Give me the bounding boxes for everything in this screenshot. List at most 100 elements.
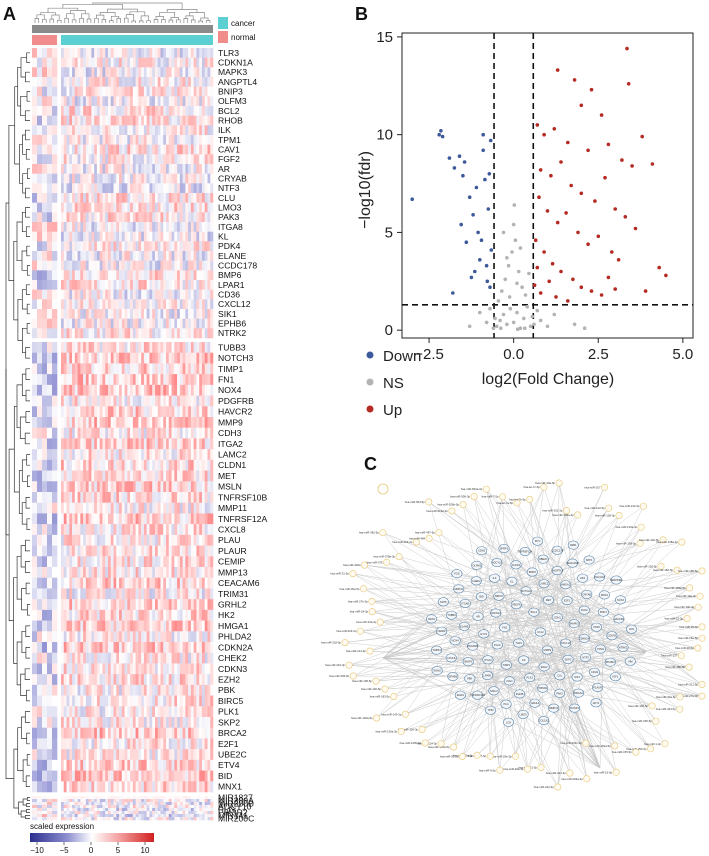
heatmap-cell xyxy=(74,115,78,126)
heatmap-cell xyxy=(88,395,92,407)
heatmap-cell xyxy=(138,663,142,675)
heatmap-cell xyxy=(77,808,81,812)
heatmap-cell xyxy=(63,727,67,739)
heatmap-cell xyxy=(66,808,70,812)
heatmap-cell xyxy=(179,545,183,557)
heatmap-cell xyxy=(166,222,170,232)
heatmap-cell xyxy=(85,524,89,536)
heatmap-cell xyxy=(146,706,150,718)
heatmap-cell xyxy=(77,299,81,310)
heatmap-cell xyxy=(102,502,106,514)
heatmap-cell xyxy=(132,154,136,165)
heatmap-cell xyxy=(152,588,156,600)
heatmap-cell xyxy=(37,738,43,750)
heatmap-cell xyxy=(168,241,172,252)
heatmap-cell xyxy=(154,406,159,418)
heatmap-cell xyxy=(91,599,95,611)
heatmap-cell xyxy=(149,805,153,809)
heatmap-cell xyxy=(201,524,206,536)
heatmap-cell xyxy=(88,222,92,232)
heatmap-cell xyxy=(66,374,70,386)
heatmap-cell xyxy=(188,502,192,514)
heatmap-cell xyxy=(135,342,139,354)
heatmap-cell xyxy=(37,260,43,271)
heatmap-cell xyxy=(141,438,145,450)
heatmap-cell xyxy=(107,251,112,261)
heatmap-cell xyxy=(149,808,153,812)
heatmap-cell xyxy=(80,684,84,696)
heatmap-cell xyxy=(141,817,145,821)
heatmap-cell xyxy=(63,652,67,664)
heatmap-cell xyxy=(177,534,181,546)
heatmap-cell xyxy=(107,727,112,739)
heatmap-cell xyxy=(185,144,189,155)
heatmap-cell xyxy=(83,352,87,364)
heatmap-cell xyxy=(146,620,150,632)
heatmap-cell xyxy=(171,770,175,782)
heatmap-cell xyxy=(69,57,73,68)
heatmap-cell xyxy=(116,328,120,339)
heatmap-cell xyxy=(61,524,65,536)
heatmap-cell xyxy=(47,631,53,643)
heatmap-cell xyxy=(204,183,208,194)
heatmap-cell xyxy=(168,48,172,58)
heatmap-cell xyxy=(61,599,65,611)
heatmap-cell xyxy=(168,599,172,611)
heatmap-cell xyxy=(85,492,89,504)
heatmap-cell xyxy=(182,449,186,461)
heatmap-cell xyxy=(83,513,87,525)
heatmap-cell xyxy=(119,77,123,87)
heatmap-cell xyxy=(105,642,109,654)
heatmap-cell xyxy=(113,749,117,761)
heatmap-cell xyxy=(52,805,58,809)
heatmap-cell xyxy=(105,231,109,242)
heatmap-cell xyxy=(146,96,150,107)
heatmap-cell xyxy=(124,556,128,568)
heatmap-cell xyxy=(63,470,67,482)
heatmap-cell xyxy=(201,759,206,771)
heatmap-cell xyxy=(61,144,65,155)
heatmap-cell xyxy=(157,289,161,300)
heatmap-cell xyxy=(72,438,76,450)
heatmap-cell xyxy=(113,173,117,184)
heatmap-cell xyxy=(99,524,103,536)
heatmap-cell xyxy=(141,727,145,739)
heatmap-cells xyxy=(32,48,214,821)
heatmap-cell xyxy=(152,164,156,174)
heatmap-cell xyxy=(196,251,200,261)
heatmap-cell xyxy=(61,328,65,339)
heatmap-cell xyxy=(130,154,134,165)
heatmap-cell xyxy=(157,492,161,504)
heatmap-cell xyxy=(199,749,203,761)
heatmap-cell xyxy=(210,193,214,203)
heatmap-cell xyxy=(154,652,159,664)
heatmap-cell xyxy=(47,212,53,223)
heatmap-cell xyxy=(119,260,123,271)
heatmap-cell xyxy=(146,154,150,165)
heatmap-cell xyxy=(113,342,117,354)
heatmap-cell xyxy=(61,289,65,300)
heatmap-cell xyxy=(77,652,81,664)
heatmap-cell xyxy=(94,318,98,329)
heatmap-cell xyxy=(188,811,192,815)
heatmap-cell xyxy=(177,231,181,242)
heatmap-cell xyxy=(94,805,98,809)
heatmap-cell xyxy=(193,652,197,664)
heatmap-cell xyxy=(157,459,161,471)
heatmap-cell xyxy=(182,193,186,203)
heatmap-cell xyxy=(138,309,142,319)
heatmap-cell xyxy=(72,727,76,739)
heatmap-cell xyxy=(196,502,200,514)
heatmap-cell xyxy=(193,193,197,203)
heatmap-cell xyxy=(91,438,95,450)
heatmap-cell xyxy=(149,567,153,579)
heatmap-cell xyxy=(85,513,89,525)
heatmap-cell xyxy=(102,57,106,68)
heatmap-cell xyxy=(66,588,70,600)
heatmap-cell xyxy=(113,251,117,261)
heatmap-cell xyxy=(171,193,175,203)
heatmap-cell xyxy=(152,609,156,621)
heatmap-cell xyxy=(179,814,183,818)
heatmap-cell xyxy=(91,251,95,261)
heatmap-cell xyxy=(105,352,109,364)
